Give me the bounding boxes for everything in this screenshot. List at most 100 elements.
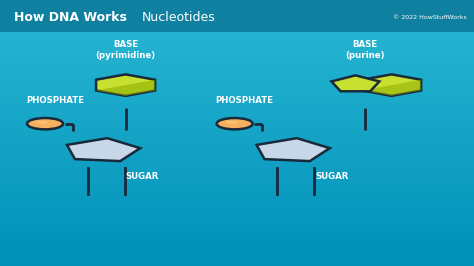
Bar xyxy=(0,24,474,25)
Bar xyxy=(0,235,474,237)
Bar xyxy=(0,116,474,117)
Bar xyxy=(0,172,474,173)
Bar xyxy=(0,140,474,141)
Bar xyxy=(0,60,474,61)
Bar xyxy=(0,69,474,70)
Bar xyxy=(0,105,474,106)
Bar xyxy=(0,164,474,165)
Bar xyxy=(0,40,474,41)
Bar xyxy=(0,126,474,128)
Bar xyxy=(0,124,474,125)
Bar xyxy=(0,128,474,129)
Bar xyxy=(0,149,474,150)
Polygon shape xyxy=(256,138,330,161)
Bar xyxy=(0,5,474,7)
Bar xyxy=(0,255,474,257)
Bar xyxy=(0,246,474,247)
Bar xyxy=(0,180,474,181)
Bar xyxy=(0,142,474,144)
Bar xyxy=(0,157,474,158)
Bar xyxy=(0,63,474,64)
Bar xyxy=(0,117,474,118)
Bar xyxy=(0,15,474,16)
Bar xyxy=(0,55,474,56)
Bar xyxy=(0,47,474,48)
Bar xyxy=(0,237,474,238)
Bar xyxy=(0,215,474,217)
Bar xyxy=(0,245,474,246)
Bar xyxy=(0,12,474,13)
Bar xyxy=(0,65,474,66)
Bar xyxy=(0,196,474,197)
Bar xyxy=(0,133,474,134)
Bar xyxy=(0,258,474,259)
Bar xyxy=(0,73,474,74)
Bar xyxy=(0,31,474,32)
Polygon shape xyxy=(96,80,155,96)
Bar xyxy=(0,168,474,169)
Bar xyxy=(0,231,474,233)
Bar xyxy=(0,64,474,65)
Bar xyxy=(0,36,474,37)
Bar xyxy=(0,89,474,90)
Bar xyxy=(0,25,474,27)
Bar xyxy=(0,176,474,177)
Bar xyxy=(0,80,474,81)
Bar xyxy=(0,66,474,68)
Bar xyxy=(0,74,474,76)
Bar xyxy=(0,86,474,88)
Bar xyxy=(0,203,474,205)
Bar xyxy=(0,1,474,3)
Bar xyxy=(0,153,474,154)
Bar xyxy=(0,92,474,93)
Bar xyxy=(0,82,474,84)
Text: Nucleotides: Nucleotides xyxy=(142,11,216,24)
Bar xyxy=(0,100,474,101)
Bar xyxy=(0,189,474,190)
Bar xyxy=(0,145,474,146)
Bar xyxy=(0,41,474,43)
Bar xyxy=(0,197,474,198)
Bar xyxy=(0,56,474,57)
Ellipse shape xyxy=(27,118,63,129)
Polygon shape xyxy=(96,74,155,96)
Text: PHOSPHATE: PHOSPHATE xyxy=(26,96,84,105)
Bar xyxy=(0,122,474,124)
Bar xyxy=(0,32,474,33)
Bar xyxy=(0,253,474,254)
Bar xyxy=(0,84,474,85)
Bar xyxy=(0,23,474,24)
Bar xyxy=(0,85,474,86)
Bar xyxy=(0,93,474,94)
Text: SUGAR: SUGAR xyxy=(315,172,348,181)
Bar xyxy=(0,226,474,227)
Bar xyxy=(0,174,474,176)
Bar xyxy=(0,88,474,89)
Bar xyxy=(0,121,474,122)
Bar xyxy=(0,101,474,102)
Text: © 2022 HowStuffWorks: © 2022 HowStuffWorks xyxy=(393,15,467,20)
Bar xyxy=(0,165,474,166)
Bar xyxy=(0,102,474,104)
Bar xyxy=(0,108,474,109)
Bar xyxy=(0,59,474,60)
Bar xyxy=(0,241,474,242)
Bar xyxy=(0,265,474,266)
Bar xyxy=(0,181,474,182)
Bar xyxy=(0,251,474,253)
Text: PHOSPHATE: PHOSPHATE xyxy=(216,96,273,105)
Bar xyxy=(0,184,474,185)
Bar xyxy=(0,97,474,98)
Bar xyxy=(0,156,474,157)
Bar xyxy=(0,162,474,164)
Bar xyxy=(0,11,474,12)
Bar xyxy=(0,134,474,136)
Bar xyxy=(0,217,474,218)
Bar xyxy=(0,78,474,80)
Text: BASE
(pyrimidine): BASE (pyrimidine) xyxy=(96,40,155,60)
Bar xyxy=(0,129,474,130)
Bar xyxy=(0,52,474,53)
Bar xyxy=(0,146,474,148)
Bar xyxy=(0,207,474,209)
Bar xyxy=(0,173,474,174)
